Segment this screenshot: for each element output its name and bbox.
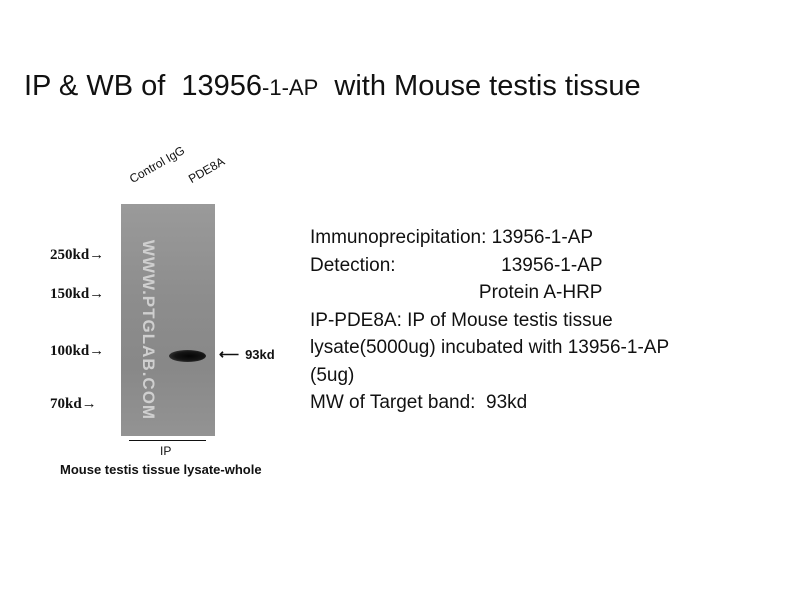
left-arrow-icon: ⟵ xyxy=(219,346,240,362)
lane-label-pde8a: PDE8A xyxy=(186,154,228,186)
info-line-secondary: Protein A-HRP xyxy=(310,282,603,303)
marker-70kd: 70kd→ xyxy=(50,396,97,412)
band-size-text: 93kd xyxy=(245,347,275,362)
lysate-label: Mouse testis tissue lysate-whole xyxy=(60,462,262,477)
ip-bracket-line xyxy=(129,440,206,441)
marker-100kd: 100kd→ xyxy=(50,343,105,359)
protein-band xyxy=(169,350,206,362)
info-line-immunoprecipitation: Immunoprecipitation: 13956-1-AP xyxy=(310,227,594,248)
info-line-lysate: lysate(5000ug) incubated with 13956-1-AP xyxy=(310,337,670,358)
marker-250kd: 250kd→ xyxy=(50,247,105,263)
lane-label-control-igg: Control IgG xyxy=(127,143,188,186)
watermark-text: WWW.PTGLAB.COM xyxy=(139,239,158,421)
band-size-label: ⟵ 93kd xyxy=(219,346,275,363)
ip-label: IP xyxy=(160,444,172,458)
info-line-ip-description: IP-PDE8A: IP of Mouse testis tissue xyxy=(310,309,613,331)
title-part-2: -1-AP xyxy=(262,75,319,100)
info-line-mw: MW of Target band: 93kd xyxy=(310,392,528,413)
figure-title: IP & WB of 13956-1-AP with Mouse testis … xyxy=(24,70,641,103)
title-part-3: with Mouse testis tissue xyxy=(318,70,641,102)
marker-150kd: 150kd→ xyxy=(50,286,105,302)
western-blot-image xyxy=(121,204,215,436)
title-part-1: IP & WB of 13956 xyxy=(24,70,263,102)
info-line-amount: (5ug) xyxy=(310,364,355,386)
info-line-detection: Detection: 13956-1-AP xyxy=(310,254,603,276)
experiment-info: Immunoprecipitation: 13956-1-AP Detectio… xyxy=(310,224,669,417)
